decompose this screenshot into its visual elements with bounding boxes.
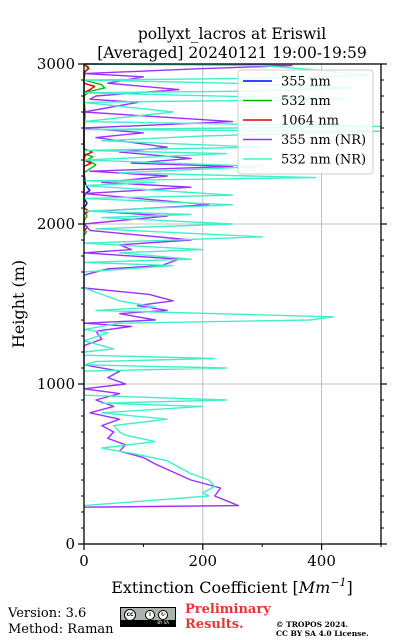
y-tick-label: 0 xyxy=(65,535,75,553)
y-tick-label: 1000 xyxy=(37,375,75,393)
legend-label: 355 nm (NR) xyxy=(281,133,366,148)
legend-label: 532 nm (NR) xyxy=(281,153,366,168)
footer-info: Version: 3.6 Method: Raman xyxy=(8,606,114,638)
axis-ticks: 0 200 400 0 1000 2000 3000 xyxy=(37,55,387,570)
legend: 355 nm 532 nm 1064 nm 355 nm (NR) 532 nm (NR… xyxy=(237,69,374,175)
x-axis-label: Extinction Coefficient [Mm−1] xyxy=(111,576,353,597)
copyright-notice: © TROPOS 2024. CC BY SA 4.0 License. xyxy=(276,620,369,638)
legend-box xyxy=(237,69,374,175)
x-tick-label: 0 xyxy=(79,552,89,570)
x-tick-label: 400 xyxy=(307,552,336,570)
preliminary-line1: Preliminary xyxy=(185,602,271,617)
preliminary-line2: Results. xyxy=(185,617,244,632)
legend-label: 532 nm xyxy=(281,94,331,109)
x-tick-label: 200 xyxy=(188,552,217,570)
by-icon: i xyxy=(145,610,155,620)
sa-icon: ↻ xyxy=(158,610,168,620)
y-tick-label: 2000 xyxy=(37,215,75,233)
preliminary-results-notice: Preliminary Results. xyxy=(185,602,271,632)
copyright-line2: CC BY SA 4.0 License. xyxy=(276,629,369,638)
cc-license-logo: cc i ↻ BY SA xyxy=(120,607,176,627)
version-text: Version: 3.6 xyxy=(8,606,87,621)
y-tick-label: 3000 xyxy=(37,55,75,73)
method-text: Method: Raman xyxy=(8,622,114,637)
chart-title-line2: [Averaged] 20240121 19:00-19:59 xyxy=(97,44,367,62)
copyright-line1: © TROPOS 2024. xyxy=(276,620,349,629)
series-line-1 xyxy=(83,63,106,236)
legend-label: 1064 nm xyxy=(281,114,339,129)
chart-title-line1: pollyxt_lacros at Eriswil xyxy=(138,25,326,43)
license-badge-text: BY SA xyxy=(121,620,175,626)
legend-label: 355 nm xyxy=(281,75,331,90)
y-axis-label: Height (m) xyxy=(9,260,28,348)
